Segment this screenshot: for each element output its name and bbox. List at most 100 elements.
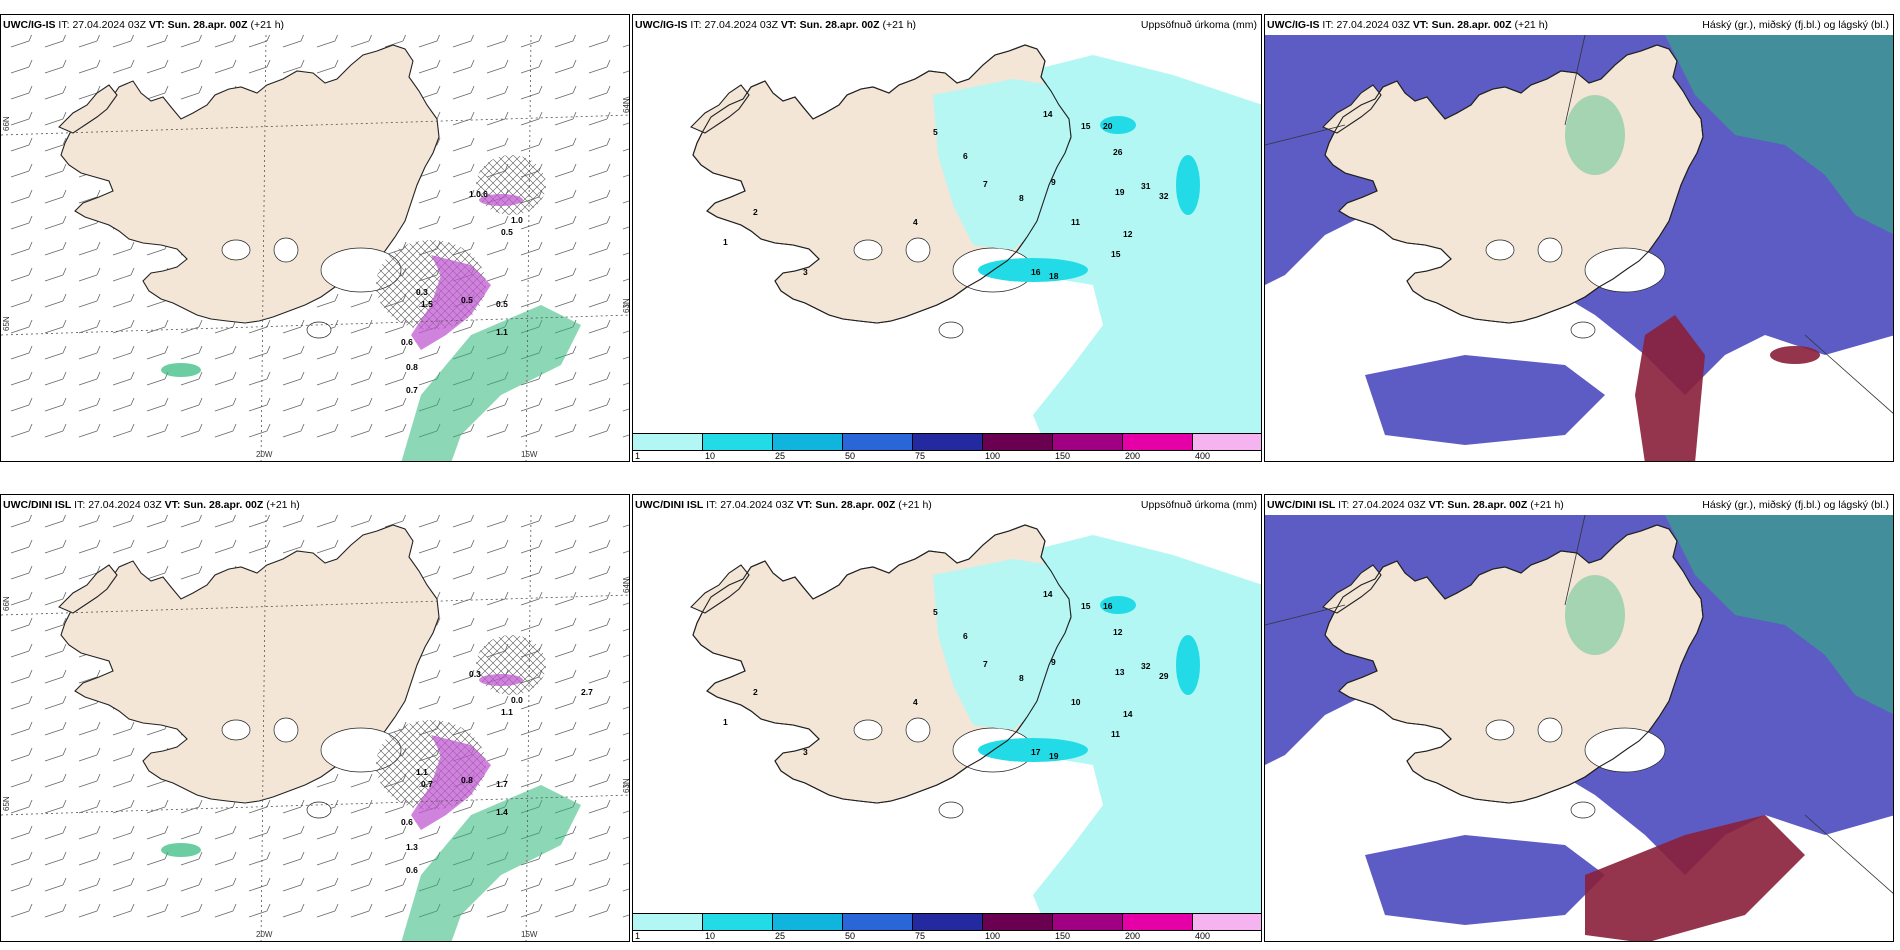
precip-value-label: 0.3 [469, 669, 481, 679]
precip-amount-label: 4 [913, 697, 918, 707]
precip-amount-label: 14 [1043, 109, 1053, 119]
precip-amount-label: 12 [1123, 229, 1133, 239]
vt-label: VT: [796, 499, 813, 511]
colorbar-tick: 150 [1055, 451, 1071, 461]
wind-map: 20W 15W 66N 65N 64N 63N 0.5 0.5 1.5 0.6 0.8 0.7 1.1 0… [1, 35, 630, 461]
lead-time: (+21 h) [250, 19, 285, 31]
precip-amount-label: 9 [1051, 177, 1056, 187]
panel-ig-precip: UWC/IG-IS IT: 27.04.2024 03Z VT: Sun. 28… [632, 14, 1262, 462]
colorbar-cell [1122, 913, 1193, 931]
axis-label: 65N [2, 796, 11, 811]
vt-label: VT: [148, 19, 165, 31]
model-name: UWC/DINI ISL [635, 499, 704, 511]
precip-value-label: 0.0 [511, 695, 523, 705]
axis-label: 63N [622, 298, 630, 313]
model-name: UWC/DINI ISL [1267, 499, 1336, 511]
cloud-map [1265, 515, 1893, 941]
valid-time: Sun. 28.apr. 00Z [1431, 19, 1512, 31]
precip-value-label: 0.3 [416, 287, 428, 297]
lead-time: (+21 h) [898, 499, 932, 511]
colorbar-cell [702, 913, 773, 931]
it-label: IT: [74, 499, 86, 511]
colorbar-tick: 10 [705, 451, 716, 461]
precip-amount-label: 17 [1031, 747, 1041, 757]
precip-amount-label: 11 [1111, 729, 1120, 739]
precip-amount-label: 11 [1071, 217, 1080, 227]
precip-amount-label: 1 [723, 717, 728, 727]
colorbar-tick: 400 [1195, 931, 1211, 941]
lead-time: (+21 h) [266, 499, 300, 511]
colorbar-tick: 75 [915, 931, 926, 941]
precip-amount-label: 3 [803, 747, 808, 757]
axis-label: 15W [521, 450, 538, 459]
colorbar-cell [1122, 433, 1193, 451]
precip-amount-label: 5 [933, 607, 938, 617]
axis-label: 66N [2, 116, 11, 131]
colorbar-tick: 25 [775, 451, 786, 461]
colorbar-tick: 1 [635, 451, 641, 461]
precip-amount-label: 16 [1103, 601, 1113, 611]
precip-value-label: 1.1 [496, 327, 508, 337]
valid-time: Sun. 28.apr. 00Z [1447, 499, 1528, 511]
precip-amount-label: 1 [723, 237, 728, 247]
precip-value-label: 0.8 [461, 775, 473, 785]
precip-amount-label: 16 [1031, 267, 1041, 277]
panel-title: Háský (gr.), miðský (fj.bl.) og lágský (… [1702, 19, 1889, 31]
cloud-map [1265, 35, 1893, 461]
precip-amount-label: 31 [1141, 181, 1151, 191]
panel-title: Uppsöfnuð úrkoma (mm) [1140, 19, 1257, 31]
precip-value-label: 0.7 [421, 779, 433, 789]
precip-amount-label: 32 [1159, 191, 1169, 201]
precip-amount-label: 14 [1123, 709, 1133, 719]
axis-label: 64N [622, 98, 630, 113]
colorbar-tick: 50 [845, 931, 856, 941]
colorbar-tick: 10 [705, 931, 716, 941]
precip-amount-label: 13 [1115, 667, 1125, 677]
precip-amount-label: 10 [1071, 697, 1081, 707]
init-time: 27.04.2024 03Z [1352, 499, 1426, 511]
precip-value-label: 0.5 [461, 295, 473, 305]
precip-amount-label: 5 [933, 127, 938, 137]
precip-amount-label: 32 [1141, 661, 1151, 671]
colorbar-tick: 75 [915, 451, 926, 461]
vt-label: VT: [1412, 19, 1429, 31]
it-label: IT: [58, 19, 70, 31]
colorbar-tick: 100 [985, 451, 1001, 461]
axis-label: 20W [256, 450, 273, 459]
colorbar-cell [772, 913, 843, 931]
precip-amount-label: 3 [803, 267, 808, 277]
colorbar-cells [633, 913, 1261, 931]
precip-amount-label: 2 [753, 687, 758, 697]
precip-amount-label: 4 [913, 217, 918, 227]
colorbar-tick: 25 [775, 931, 786, 941]
precip-value-label: 1.0 [511, 215, 523, 225]
axis-label: 64N [622, 578, 630, 593]
panel-title: Háský (gr.), miðský (fj.bl.) og lágský (… [1702, 499, 1889, 511]
colorbar-cell [912, 913, 983, 931]
panel-dini-wind: UWC/DINI ISL IT: 27.04.2024 03Z VT: Sun.… [0, 494, 630, 942]
model-name: UWC/IG-IS [3, 19, 56, 31]
valid-time: Sun. 28.apr. 00Z [183, 499, 264, 511]
precip-amount-label: 15 [1111, 249, 1121, 259]
precip-amount-label: 12 [1113, 627, 1123, 637]
precip-amount-label: 7 [983, 179, 988, 189]
colorbar-cell [702, 433, 773, 451]
precip-value-label: 1.1 [416, 767, 428, 777]
model-name: UWC/IG-IS [1267, 19, 1320, 31]
precip-value-label: 0.6 [401, 817, 413, 827]
precip-amount-label: 19 [1115, 187, 1125, 197]
vt-label: VT: [164, 499, 181, 511]
panel-ig-wind: UWC/IG-IS IT: 27.04.2024 03Z VT: Sun. 28… [0, 14, 630, 462]
precip-amount-label: 6 [963, 631, 968, 641]
vt-label: VT: [1428, 499, 1445, 511]
colorbar-tick: 50 [845, 451, 856, 461]
panel-header: UWC/DINI ISL IT: 27.04.2024 03Z VT: Sun.… [1265, 495, 1893, 515]
colorbar-tick: 150 [1055, 931, 1071, 941]
precip-amount-label: 8 [1019, 193, 1024, 203]
colorbar: 1 10 25 50 75 100 150 200 400 [633, 433, 1261, 461]
precip-amount-label: 26 [1113, 147, 1123, 157]
precip-amount-label: 6 [963, 151, 968, 161]
model-name: UWC/IG-IS [635, 19, 688, 31]
lead-time: (+21 h) [1530, 499, 1564, 511]
precip-amount-label: 9 [1051, 657, 1056, 667]
